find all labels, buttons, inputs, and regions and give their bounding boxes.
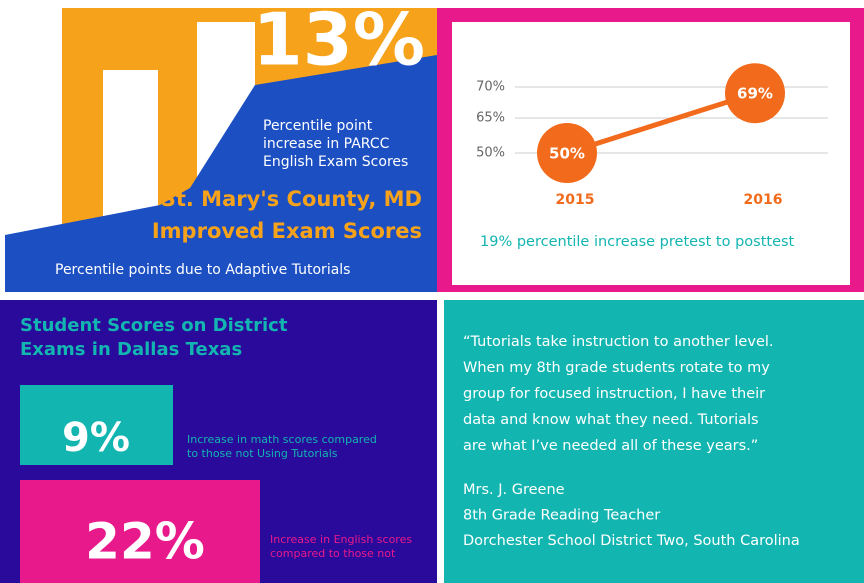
quote-line: “Tutorials take instruction to another l… xyxy=(463,334,774,350)
x-tick-label: 2015 xyxy=(556,192,595,208)
stat-value: 9% xyxy=(62,415,130,461)
teal-panel xyxy=(444,300,864,583)
y-tick-label: 50% xyxy=(476,146,505,161)
quote-line: are what I’ve needed all of these years.… xyxy=(463,438,758,454)
description-line: Percentile point xyxy=(263,118,373,134)
big-number: 13% xyxy=(253,0,425,82)
quote-line: data and know what they need. Tutorials xyxy=(463,412,759,428)
stat-text: Increase in math scores compared xyxy=(187,433,377,446)
section-title: Student Scores on District xyxy=(20,315,288,336)
stat-text: compared to those not xyxy=(270,547,396,560)
description-line: increase in PARCC xyxy=(263,136,390,152)
headline-line: St. Mary's County, MD xyxy=(161,187,422,211)
attribution-line: Dorchester School District Two, South Ca… xyxy=(463,533,800,549)
blue-shape xyxy=(5,55,437,292)
stat-box xyxy=(20,385,173,465)
point xyxy=(725,63,785,124)
stat-text: to those not Using Tutorials xyxy=(187,447,338,460)
stat-value: 22% xyxy=(85,513,205,571)
attribution-line: Mrs. J. Greene xyxy=(463,482,565,498)
y-tick-label: 65% xyxy=(476,111,505,126)
footnote: Percentile points due to Adaptive Tutori… xyxy=(55,262,350,278)
stat-text: Increase in English scores xyxy=(270,533,412,546)
quote-line: When my 8th grade students rotate to my xyxy=(463,360,770,376)
x-tick-label: 2016 xyxy=(744,192,783,208)
y-tick-label: 70% xyxy=(476,80,505,95)
attribution-line: 8th Grade Reading Teacher xyxy=(463,508,660,524)
value-label: 50% xyxy=(549,145,585,163)
stat-box xyxy=(20,480,260,583)
description-line: English Exam Scores xyxy=(263,154,408,170)
value-label: 69% xyxy=(737,85,773,103)
caption: 19% percentile increase pretest to postt… xyxy=(480,234,795,250)
section-title: Exams in Dallas Texas xyxy=(20,339,242,360)
quote-line: group for focused instruction, I have th… xyxy=(463,386,765,402)
point xyxy=(537,123,597,183)
headline-line: Improved Exam Scores xyxy=(152,219,422,243)
line xyxy=(566,90,756,156)
